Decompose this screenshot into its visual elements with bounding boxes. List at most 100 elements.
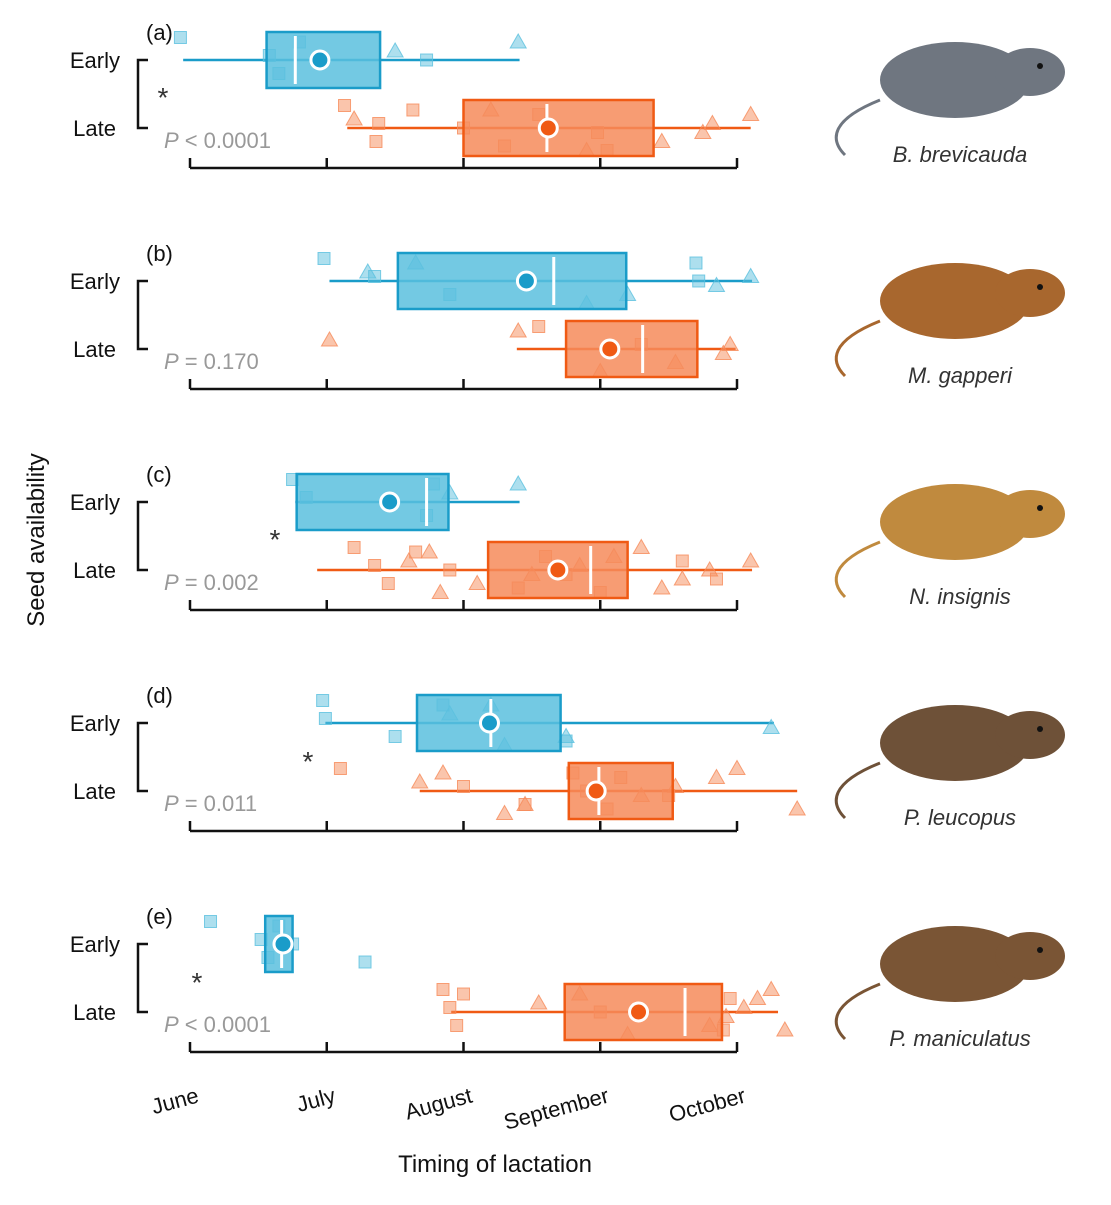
animal-tail: [834, 319, 881, 378]
point-square: [443, 563, 457, 577]
point-triangle: [557, 727, 575, 743]
point-triangle: [652, 578, 671, 595]
point-square: [436, 983, 450, 996]
point-square: [204, 915, 218, 928]
species-name: M. gapperi: [908, 363, 1013, 388]
animal-body: [880, 484, 1030, 560]
point-triangle: [734, 998, 753, 1014]
point-square: [333, 762, 347, 775]
animal-head: [995, 711, 1065, 759]
point-triangle: [707, 276, 726, 292]
bracket: [136, 279, 148, 351]
bracket: [136, 58, 148, 130]
y-tick-label: Late: [73, 337, 116, 362]
point-triangle: [320, 330, 339, 347]
significance-star: *: [158, 82, 169, 113]
point-square: [318, 712, 332, 725]
point-square: [457, 987, 470, 1001]
p-number: = 0.011: [185, 791, 257, 816]
p-number: < 0.0001: [185, 1012, 271, 1037]
panel-label: (a): [146, 20, 173, 45]
mean: [585, 780, 607, 802]
p-number: < 0.0001: [185, 128, 271, 153]
point-triangle: [728, 759, 746, 775]
point-triangle: [509, 474, 528, 491]
point-square: [457, 780, 470, 793]
animal-head: [995, 932, 1065, 980]
mean: [547, 559, 569, 581]
point-triangle: [788, 799, 807, 816]
point-triangle: [632, 538, 651, 554]
x-tick-label: July: [294, 1083, 338, 1117]
y-tick-label: Late: [73, 1000, 116, 1025]
point-triangle: [700, 560, 719, 577]
significance-star: *: [192, 967, 203, 998]
mean: [515, 270, 537, 292]
point-square: [406, 103, 420, 117]
mean: [628, 1001, 650, 1023]
point-square: [692, 274, 706, 288]
point-triangle: [399, 551, 418, 568]
point-square: [316, 694, 330, 707]
bracket: [136, 500, 148, 572]
point-square: [409, 545, 423, 559]
point-triangle: [741, 105, 760, 121]
y-tick-label: Early: [70, 711, 120, 736]
point-triangle: [345, 109, 363, 126]
mean: [537, 117, 559, 139]
p-symbol: P: [164, 128, 179, 153]
point-triangle: [495, 804, 514, 820]
bracket: [136, 721, 148, 793]
point-square: [358, 955, 372, 969]
mean: [309, 49, 331, 71]
box: [396, 251, 628, 311]
point-square: [443, 1001, 457, 1014]
point-triangle: [714, 344, 733, 360]
point-triangle: [741, 551, 760, 568]
y-tick-label: Early: [70, 269, 120, 294]
p-symbol: P: [164, 791, 179, 816]
point-triangle: [703, 114, 722, 130]
point-square: [675, 554, 689, 568]
species-name: P. maniculatus: [889, 1026, 1030, 1051]
panel-label: (e): [146, 904, 173, 929]
point-triangle: [509, 321, 528, 338]
point-triangle: [529, 993, 548, 1010]
x-tick-label: August: [402, 1083, 475, 1125]
point-triangle: [420, 542, 439, 559]
point-square: [317, 252, 331, 265]
point-triangle: [434, 763, 452, 780]
animal-eye: [1037, 505, 1043, 511]
animal-head: [995, 48, 1065, 96]
y-axis-title: Seed availability: [23, 453, 50, 626]
panel-label: (b): [146, 241, 173, 266]
mean: [379, 491, 401, 513]
p-value: P < 0.0001: [164, 1012, 271, 1037]
box: [564, 319, 699, 379]
point-triangle: [652, 132, 671, 148]
x-tick-label: September: [501, 1083, 611, 1135]
y-tick-label: Late: [73, 116, 116, 141]
animal-tail: [834, 761, 881, 820]
point-square: [381, 577, 395, 590]
p-symbol: P: [164, 1012, 179, 1037]
y-tick-label: Early: [70, 490, 120, 515]
point-triangle: [741, 267, 760, 283]
p-value: P < 0.0001: [164, 128, 271, 153]
point-triangle: [509, 32, 528, 49]
point-triangle: [762, 980, 781, 996]
point-square: [347, 541, 361, 554]
p-number: = 0.002: [185, 570, 259, 595]
point-square: [338, 99, 352, 112]
species-name: P. leucopus: [904, 805, 1016, 830]
point-triangle: [748, 989, 767, 1005]
p-value: P = 0.002: [164, 570, 259, 595]
box: [295, 472, 450, 532]
animal-head: [995, 490, 1065, 538]
x-tick-label: October: [666, 1083, 748, 1127]
point-square: [388, 730, 402, 743]
point-triangle: [468, 574, 487, 590]
point-square: [420, 53, 434, 67]
y-tick-label: Early: [70, 48, 120, 73]
animal-eye: [1037, 947, 1043, 953]
